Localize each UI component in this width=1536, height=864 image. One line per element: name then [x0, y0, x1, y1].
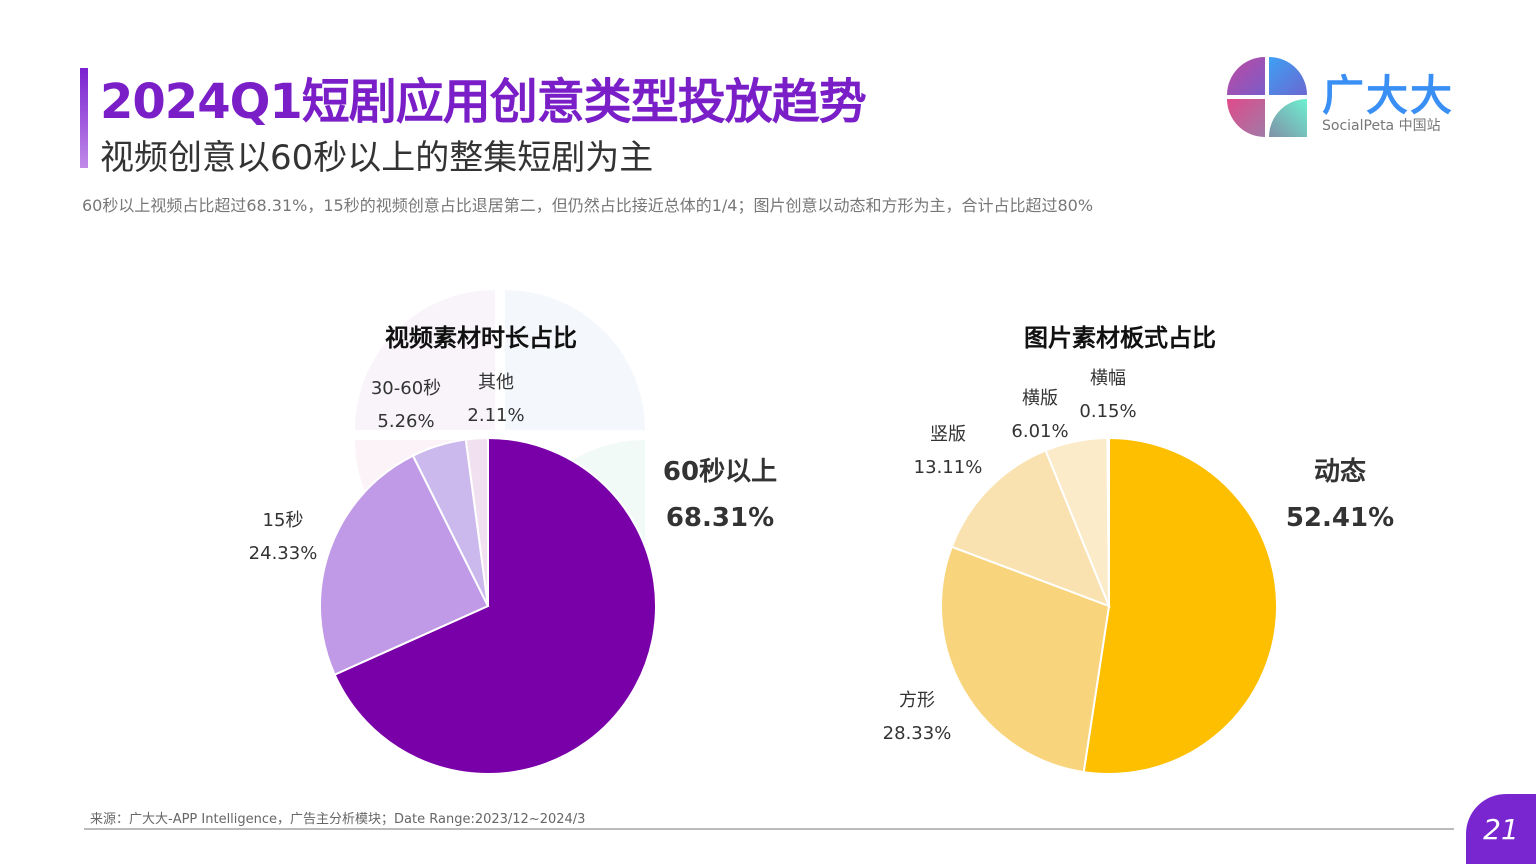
slice-label: 动态 [1314, 456, 1366, 487]
pie-slice [319, 454, 490, 676]
slice-value-label: 28.33% [883, 723, 952, 744]
slice-value-label: 0.15% [1079, 401, 1136, 422]
slice-label: 横幅 [1090, 368, 1126, 389]
slice-value-label: 68.31% [666, 503, 774, 533]
slice-label: 竖版 [930, 424, 966, 445]
logo-subtext: SocialPeta 中国站 [1322, 118, 1441, 134]
slice-value-label: 2.11% [467, 405, 524, 426]
pie-slice [333, 436, 657, 775]
pie-slice [950, 449, 1111, 608]
pie-slice [464, 436, 489, 607]
footer-divider [84, 828, 1454, 830]
pie-slice [1082, 436, 1278, 775]
slice-label: 方形 [899, 690, 935, 711]
logo-icon [1227, 57, 1307, 137]
slice-value-label: 6.01% [1011, 421, 1068, 442]
slice-label: 30-60秒 [371, 378, 441, 399]
title-accent-bar [80, 68, 88, 168]
chart-title: 视频素材时长占比 [385, 324, 577, 352]
slice-label: 其他 [478, 372, 514, 393]
description: 60秒以上视频占比超过68.31%，15秒的视频创意占比退居第二，但仍然占比接近… [82, 196, 1094, 215]
slice-label: 横版 [1022, 388, 1058, 409]
page-title: 2024Q1短剧应用创意类型投放趋势 [100, 74, 867, 130]
page-number: 21 [1466, 794, 1536, 864]
page-subtitle: 视频创意以60秒以上的整集短剧为主 [100, 138, 654, 178]
pie-slice [940, 545, 1111, 774]
slice-value-label: 52.41% [1286, 503, 1394, 533]
logo-text: 广大大 [1322, 71, 1455, 120]
source-note: 来源：广大大-APP Intelligence，广告主分析模块；Date Ran… [90, 812, 586, 827]
slice-label: 15秒 [263, 510, 304, 531]
slice-label: 60秒以上 [663, 457, 777, 487]
slice-value-label: 24.33% [249, 543, 318, 564]
chart-title: 图片素材板式占比 [1024, 324, 1216, 352]
slice-value-label: 13.11% [914, 457, 983, 478]
slice-value-label: 5.26% [377, 411, 434, 432]
pie-slice [1106, 436, 1110, 607]
